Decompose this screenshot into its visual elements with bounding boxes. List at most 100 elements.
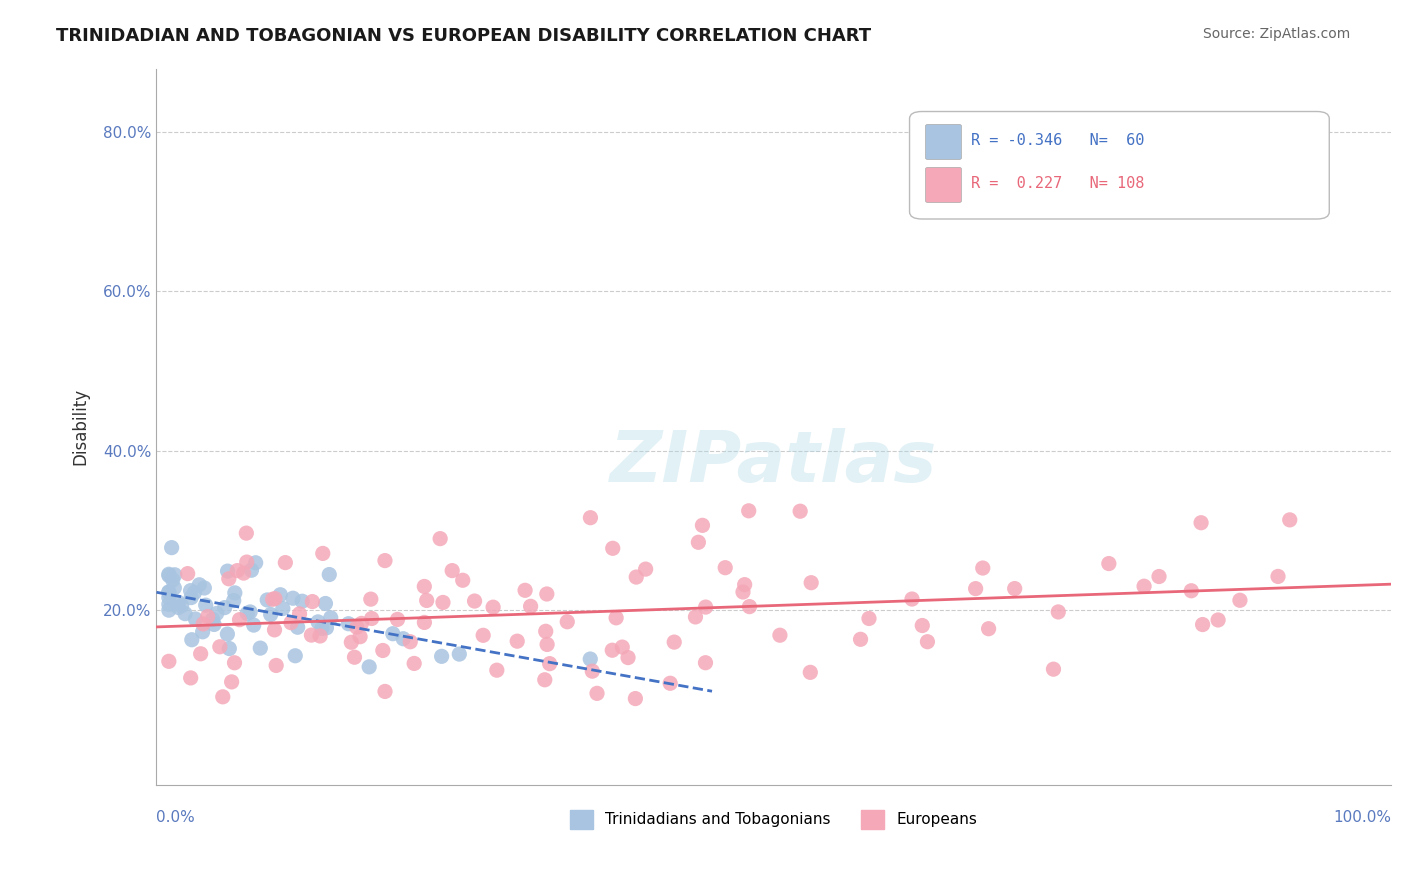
- Point: [224, 656, 246, 670]
- Point: [695, 600, 717, 615]
- Point: [191, 624, 214, 639]
- Point: [180, 591, 202, 605]
- Point: [579, 510, 602, 524]
- Point: [485, 663, 508, 677]
- Point: [513, 583, 536, 598]
- Point: [371, 643, 394, 657]
- Point: [965, 582, 987, 596]
- Point: [624, 691, 647, 706]
- FancyBboxPatch shape: [910, 112, 1329, 219]
- Point: [163, 567, 186, 582]
- Point: [799, 665, 821, 680]
- Point: [280, 615, 302, 630]
- Point: [346, 620, 368, 634]
- Point: [581, 664, 603, 678]
- Point: [236, 607, 259, 621]
- Point: [343, 650, 366, 665]
- Text: 0.0%: 0.0%: [156, 810, 195, 825]
- Point: [214, 600, 236, 615]
- Point: [534, 624, 557, 639]
- Point: [311, 621, 333, 635]
- Point: [626, 570, 648, 584]
- Point: [555, 615, 578, 629]
- Point: [307, 615, 329, 629]
- Point: [359, 660, 381, 674]
- Point: [350, 616, 373, 631]
- Point: [536, 587, 558, 601]
- FancyBboxPatch shape: [925, 124, 962, 160]
- Point: [232, 566, 254, 581]
- Point: [201, 612, 224, 626]
- Point: [197, 609, 219, 624]
- Point: [202, 617, 225, 632]
- Point: [288, 607, 311, 621]
- Y-axis label: Disability: Disability: [72, 388, 89, 466]
- Point: [271, 601, 294, 615]
- Point: [242, 618, 264, 632]
- Point: [184, 612, 207, 626]
- Point: [287, 620, 309, 634]
- Point: [218, 641, 240, 656]
- Point: [1004, 582, 1026, 596]
- Point: [392, 632, 415, 646]
- Point: [800, 575, 823, 590]
- Point: [239, 605, 262, 619]
- Point: [180, 671, 202, 685]
- Point: [472, 628, 495, 642]
- Point: [600, 643, 623, 657]
- Text: TRINIDADIAN AND TOBAGONIAN VS EUROPEAN DISABILITY CORRELATION CHART: TRINIDADIAN AND TOBAGONIAN VS EUROPEAN D…: [56, 27, 872, 45]
- Point: [269, 588, 291, 602]
- Point: [349, 630, 371, 644]
- Point: [245, 556, 267, 570]
- Point: [318, 567, 340, 582]
- Point: [1191, 617, 1213, 632]
- Point: [533, 673, 555, 687]
- Point: [695, 656, 717, 670]
- Point: [157, 567, 180, 582]
- Point: [281, 591, 304, 606]
- Point: [849, 632, 872, 647]
- Point: [1147, 569, 1170, 583]
- Point: [194, 598, 217, 612]
- Point: [360, 592, 382, 607]
- Point: [692, 518, 714, 533]
- Point: [602, 541, 624, 556]
- Point: [226, 564, 249, 578]
- Point: [714, 560, 737, 574]
- Point: [157, 591, 180, 605]
- Point: [734, 577, 756, 591]
- Point: [299, 628, 322, 642]
- Point: [1189, 516, 1212, 530]
- Point: [180, 583, 202, 598]
- Point: [205, 607, 228, 621]
- Point: [664, 635, 686, 649]
- Point: [337, 616, 360, 631]
- Point: [218, 572, 240, 586]
- Point: [789, 504, 811, 518]
- Point: [685, 610, 707, 624]
- Point: [284, 648, 307, 663]
- Point: [211, 690, 233, 704]
- Point: [738, 504, 761, 518]
- Point: [217, 564, 239, 578]
- Point: [432, 595, 454, 609]
- Point: [274, 556, 297, 570]
- Point: [1180, 583, 1202, 598]
- Point: [183, 585, 205, 599]
- Point: [387, 612, 409, 626]
- Point: [538, 657, 561, 671]
- Point: [319, 611, 342, 625]
- Point: [157, 568, 180, 582]
- Point: [415, 593, 437, 607]
- Point: [506, 634, 529, 648]
- Point: [217, 627, 239, 641]
- Point: [170, 599, 193, 613]
- Point: [374, 684, 396, 698]
- Point: [180, 632, 202, 647]
- Point: [174, 607, 197, 621]
- Point: [429, 532, 451, 546]
- Point: [157, 585, 180, 599]
- Point: [738, 599, 761, 614]
- Point: [157, 585, 180, 599]
- Point: [1278, 513, 1301, 527]
